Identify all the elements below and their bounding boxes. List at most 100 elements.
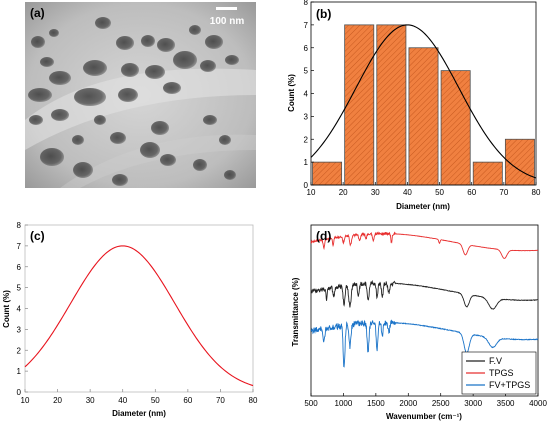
- tem-particle: [151, 121, 169, 135]
- x-tick-label: 20: [53, 396, 62, 405]
- y-tick-label: 1: [304, 158, 309, 167]
- x-tick-label: 70: [499, 188, 508, 197]
- tem-particle: [157, 38, 175, 52]
- scale-bar: [216, 7, 237, 10]
- distribution-curve: [24, 245, 254, 387]
- ftir-spectra: [310, 231, 539, 368]
- histogram-bar: [472, 161, 503, 186]
- tem-particle: [141, 35, 155, 47]
- panel-b: 10 20 30 40 50 60 70 80 0 1 2 3 4 5 6 7 8 (b) Diameter (…: [287, 0, 541, 211]
- histogram-bar: [344, 24, 375, 186]
- tem-particle: [72, 135, 84, 145]
- x-tick-label: 2000: [399, 399, 417, 408]
- tem-particle: [118, 88, 138, 102]
- legend-label-tpgs: TPGS: [489, 368, 514, 378]
- plot-frame-c: [24, 224, 254, 393]
- tem-particle: [51, 109, 69, 121]
- scale-bar-label: 100 nm: [210, 16, 245, 27]
- x-tick-label: 1500: [367, 399, 385, 408]
- histogram-bar: [440, 70, 471, 186]
- y-tick-label: 4: [304, 90, 309, 99]
- legend-d: F.V TPGS FV+TPGS: [461, 351, 537, 395]
- tem-particle: [203, 115, 217, 125]
- tem-particle: [74, 88, 106, 106]
- panel-label-d: (d): [316, 229, 331, 243]
- tem-particle: [200, 60, 216, 72]
- y-tick-label: 2: [17, 346, 22, 355]
- spectrum-line: [310, 231, 539, 259]
- x-tick-label: 80: [249, 396, 258, 405]
- tem-particle: [49, 29, 59, 37]
- tem-particle: [95, 17, 111, 29]
- y-tick-label: 5: [17, 284, 22, 293]
- tem-particles: [28, 17, 239, 186]
- histogram-bar: [504, 138, 535, 186]
- y-tick-label: 4: [17, 305, 22, 314]
- tem-particle: [225, 55, 239, 65]
- axis-ticks-b: 10 20 30 40 50 60 70 80 0 1 2 3 4 5 6 7 8: [304, 0, 541, 197]
- axis-ticks-c: 10 20 30 40 50 60 70 80 0 1 2 3 4 5 6 7 8: [17, 221, 258, 405]
- tem-particle: [163, 82, 181, 94]
- tem-particle: [145, 65, 165, 79]
- y-axis-label-c: Count (%): [2, 290, 11, 328]
- tem-particle: [31, 36, 45, 48]
- x-axis-label-b: Diameter (nm): [396, 202, 450, 211]
- tem-particle: [219, 135, 231, 145]
- y-axis-label-b: Count (%): [287, 74, 296, 112]
- tem-particle: [29, 115, 43, 125]
- x-tick-label: 50: [435, 188, 444, 197]
- panel-label-c: (c): [30, 229, 45, 243]
- x-tick-label: 500: [304, 399, 318, 408]
- y-tick-label: 0: [17, 388, 22, 397]
- y-tick-label: 6: [17, 263, 22, 272]
- y-tick-label: 7: [17, 242, 22, 251]
- x-tick-label: 3500: [497, 399, 515, 408]
- x-tick-label: 2500: [432, 399, 450, 408]
- y-tick-label: 1: [17, 367, 22, 376]
- tem-particle: [83, 60, 107, 76]
- x-tick-label: 80: [532, 188, 541, 197]
- legend-label-fv: F.V: [489, 356, 502, 366]
- x-tick-label: 40: [118, 396, 127, 405]
- x-tick-label: 50: [151, 396, 160, 405]
- tem-particle: [49, 71, 71, 85]
- tem-particle: [110, 132, 126, 144]
- tem-particle: [40, 148, 64, 166]
- y-tick-label: 3: [304, 112, 309, 121]
- tem-particle: [121, 63, 139, 77]
- x-axis-label-c: Diameter (nm): [112, 409, 166, 418]
- panel-label-b: (b): [316, 7, 331, 21]
- x-tick-label: 20: [339, 188, 348, 197]
- tem-particle: [160, 154, 176, 166]
- tem-particle: [73, 162, 93, 178]
- x-tick-label: 3000: [464, 399, 482, 408]
- histogram-bar: [312, 161, 343, 186]
- y-tick-label: 8: [17, 221, 22, 230]
- x-tick-label: 30: [86, 396, 95, 405]
- histogram-bar: [376, 24, 407, 186]
- y-axis-label-d: Transmittance (%): [291, 277, 300, 346]
- tem-particle: [193, 159, 207, 171]
- x-tick-label: 10: [21, 396, 30, 405]
- y-tick-label: 8: [304, 0, 309, 7]
- panel-label-a: (a): [30, 6, 45, 20]
- x-tick-label: 70: [216, 396, 225, 405]
- axis-ticks-d: 500 1000 1500 2000 2500 3000 3500 4000: [304, 393, 547, 408]
- x-tick-label: 40: [403, 188, 412, 197]
- y-tick-label: 3: [17, 325, 22, 334]
- tem-particle: [140, 142, 160, 158]
- histogram-fit-curve: [310, 24, 537, 179]
- panel-a: (a) 100 nm: [25, 2, 256, 188]
- x-tick-label: 10: [307, 188, 316, 197]
- tem-particle: [94, 115, 106, 125]
- tem-particle: [116, 36, 134, 50]
- panel-d: 500 1000 1500 2000 2500 3000 3500 4000 (d) Wave…: [291, 224, 547, 421]
- panel-c: 10 20 30 40 50 60 70 80 0 1 2 3 4 5 6 7 8 (c) Diameter (…: [2, 221, 258, 418]
- y-tick-label: 2: [304, 135, 309, 144]
- y-tick-label: 6: [304, 44, 309, 53]
- x-axis-label-d: Wavenumber (cm⁻¹): [386, 412, 462, 421]
- y-tick-label: 7: [304, 21, 309, 30]
- x-tick-label: 4000: [529, 399, 547, 408]
- histogram-bars: [312, 24, 535, 186]
